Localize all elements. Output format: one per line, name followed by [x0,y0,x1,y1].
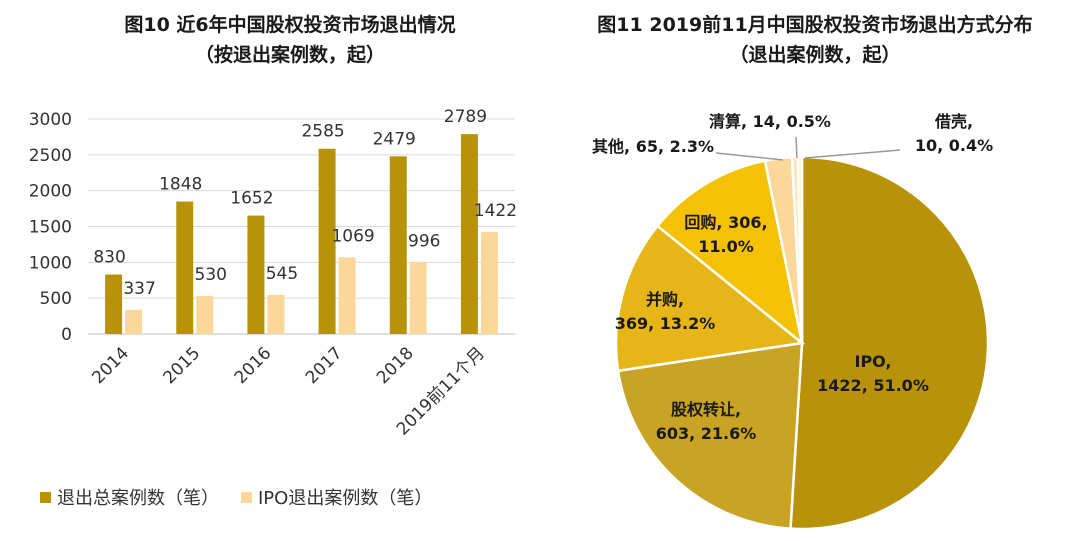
x-tick-label: 2015 [160,343,205,388]
pie-slice-IPO [789,155,990,531]
bar-total [176,201,194,334]
pie-label-ipo: IPO, 1422, 51.0% [817,352,929,395]
pie-label-merger: 并购, 369, 13.2% [615,290,716,333]
y-tick-label: 1500 [29,218,72,238]
pie-chart-title: 图11 2019前11月中国股权投资市场退出方式分布 （退出案例数，起） [560,10,1070,70]
y-tick-label: 2500 [29,146,72,166]
bar-total [460,134,478,334]
data-label-total: 830 [93,248,125,268]
bar-ipo [267,294,285,334]
legend-label-total: 退出总案例数（笔） [57,488,219,509]
data-label-ipo: 996 [408,232,440,252]
pie-chart-title-line1: 图11 2019前11月中国股权投资市场退出方式分布 [597,14,1033,36]
legend-label-ipo: IPO退出案例数（笔） [258,488,433,509]
bar-total [318,148,336,334]
data-label-total: 1652 [230,189,273,209]
y-tick-label: 0 [61,325,72,345]
bar-chart-title-line1: 图10 近6年中国股权投资市场退出情况 [124,14,456,36]
x-tick-label: 2014 [88,343,133,388]
data-label-ipo: 545 [266,264,298,284]
bar-ipo [480,232,498,334]
data-label-total: 2585 [301,122,344,142]
bar-ipo [196,296,214,334]
pie-chart-title-line2: （退出案例数，起） [729,44,901,66]
legend-item-ipo: IPO退出案例数（笔） [241,484,432,510]
pie-slice-回购 [655,159,804,347]
pie-label-backdoor: 借壳, 10, 0.4% [915,112,993,155]
pie-slice-并购 [614,224,805,373]
y-tick-label: 2000 [29,182,72,202]
y-tick-label: 3000 [29,110,72,130]
bar-chart-title: 图10 近6年中国股权投资市场退出情况 （按退出案例数，起） [40,10,540,70]
pie-label-other: 其他, 65, 2.3% [592,137,714,156]
legend-item-total: 退出总案例数（笔） [40,484,219,510]
bar-chart-legend: 退出总案例数（笔） IPO退出案例数（笔） [40,484,454,510]
bar-ipo [125,309,143,334]
bar-total [247,215,265,334]
pie-slice-借壳 [796,155,804,344]
data-label-total: 1848 [159,175,202,195]
pie-label-equity-transfer: 股权转让, 603, 21.6% [656,400,757,443]
pie-label-buyback: 回购, 306, 11.0% [684,213,767,256]
bar-ipo [409,262,427,334]
leader-line-liquidation [795,136,798,159]
data-label-ipo: 530 [195,265,227,285]
data-label-total: 2479 [373,129,416,149]
pie-label-liquidation: 清算, 14, 0.5% [709,112,831,131]
data-label-ipo: 1422 [474,201,517,221]
legend-swatch-ipo [241,491,252,503]
leader-line-other [715,152,784,161]
bar-chart-title-line2: （按退出案例数，起） [194,44,385,66]
x-tick-label: 2018 [373,343,418,388]
x-tick-label: 2016 [231,343,276,388]
bar-total [389,156,407,334]
y-tick-label: 500 [40,289,72,309]
bar-total [105,274,123,334]
bar-ipo [338,257,356,334]
pie-slice-股权转让 [616,341,804,530]
data-label-ipo: 1069 [331,226,374,246]
leader-line-backdoor [804,149,901,159]
data-label-ipo: 337 [123,279,155,299]
x-tick-label: 2017 [302,343,347,388]
legend-swatch-total [40,491,51,503]
data-label-total: 2789 [444,107,487,127]
y-tick-label: 1000 [29,253,72,273]
